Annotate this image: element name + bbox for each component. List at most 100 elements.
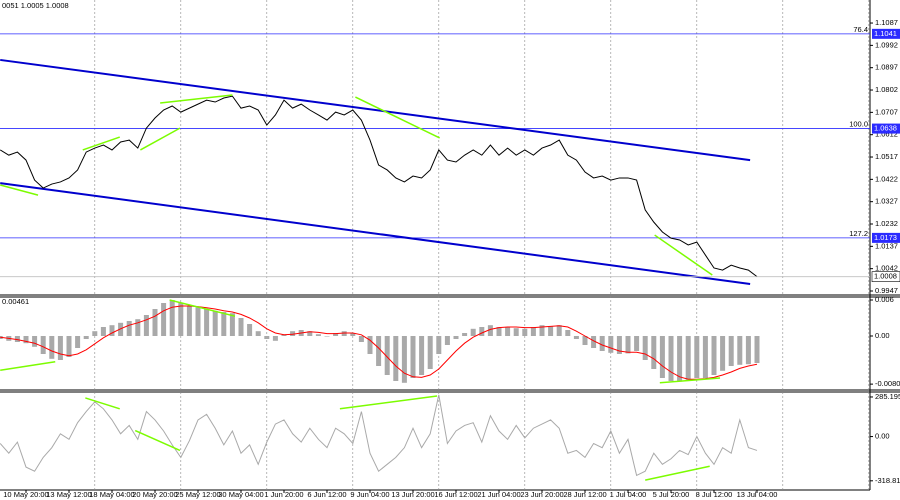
histogram-bar [530,327,536,336]
histogram-bar [702,336,708,378]
histogram-bar [522,328,528,336]
histogram-bar [358,336,364,342]
current-price-box [871,271,900,282]
histogram-bar [754,336,760,363]
histogram-bar [711,336,717,375]
histogram-bar [100,327,106,336]
histogram-bar [40,336,46,354]
histogram-bar [462,333,468,336]
trend-line [654,234,713,276]
histogram-bar [728,336,734,366]
x-tick-label: 9 Jun 04:00 [350,490,389,499]
histogram-bar [582,336,588,345]
histogram-bar [32,336,38,347]
x-tick-label: 25 May 12:00 [175,490,220,499]
histogram-bar [668,336,674,381]
histogram-bar [281,334,287,336]
histogram-bar [255,331,261,336]
histogram-bar [23,336,29,344]
histogram-bar [143,315,149,336]
histogram-bar [212,310,218,336]
histogram-bar [565,330,571,336]
histogram-bar [118,322,124,336]
histogram-bar [272,336,278,341]
histogram-bar [75,336,81,348]
histogram-bar [720,336,726,371]
y-tick-label: 285.1954 [875,392,900,401]
histogram-bar [599,336,605,351]
series-line [0,394,758,477]
y-tick-label: 0.006 [875,295,894,304]
histogram-bar [221,312,227,336]
y-tick-label: 0.00 [875,331,890,340]
trend-line [82,136,120,151]
histogram-bar [152,309,158,336]
x-tick-label: 13 Jul 04:00 [737,490,778,499]
histogram-bar [238,318,244,336]
signal-line [0,305,758,380]
histogram-bar [513,328,519,336]
trend-line [0,184,39,196]
macd-header: 0.00461 [2,297,29,306]
x-tick-label: 18 May 04:00 [89,490,134,499]
histogram-bar [479,327,485,336]
histogram-bar [109,325,115,336]
histogram-bar [384,336,390,375]
level-price: 1.0638 [874,124,897,133]
x-tick-label: 10 May 20:00 [3,490,48,499]
histogram-bar [556,325,562,336]
histogram-bar [341,331,347,336]
histogram-bar [229,313,235,336]
level-name: 127.2 [849,229,868,238]
trend-line [355,96,440,139]
histogram-bar [616,336,622,354]
y-tick-label: 0.00 [875,432,890,441]
histogram-bar [195,307,201,336]
y-tick-label: -318.8116 [875,476,900,485]
y-tick-label: 1.0992 [875,40,898,49]
y-tick-label: 1.0517 [875,152,898,161]
x-tick-label: 28 Jun 12:00 [563,490,606,499]
series-line [0,95,758,278]
level-price-box [872,28,900,39]
histogram-bar [419,336,425,375]
y-tick-label: 1.0327 [875,197,898,206]
histogram-bar [83,336,89,339]
x-tick-label: 20 May 20:00 [132,490,177,499]
histogram-bar [92,331,98,336]
histogram-bar [57,336,63,360]
histogram-bar [745,336,751,365]
histogram-bar [264,336,270,339]
x-tick-label: 13 Jun 20:00 [391,490,434,499]
histogram-bar [135,319,141,336]
histogram-bar [410,336,416,378]
y-tick-label: 1.0422 [875,174,898,183]
histogram-bar [290,331,296,336]
y-tick-label: 1.0612 [875,130,898,139]
histogram-bar [401,336,407,383]
histogram-bar [496,327,502,336]
y-tick-label: 1.0137 [875,241,898,250]
histogram-bar [642,336,648,360]
trend-line [339,395,438,410]
y-tick-label: 1.0897 [875,63,898,72]
x-tick-label: 13 May 12:00 [46,490,91,499]
x-tick-label: 5 Jul 20:00 [653,490,690,499]
trend-line [85,397,120,410]
histogram-bar [436,336,442,354]
histogram-bar [548,326,554,336]
level-name: 76.4 [853,25,868,34]
trend-line [160,94,233,104]
level-price-box [872,123,900,134]
histogram-bar [178,303,184,336]
y-tick-label: 1.0802 [875,85,898,94]
x-tick-label: 8 Jul 12:00 [696,490,733,499]
histogram-bar [539,325,545,336]
trend-line [645,465,710,481]
trend-line [169,299,236,317]
histogram-bar [651,336,657,369]
x-tick-label: 21 Jun 04:00 [477,490,520,499]
histogram-bar [470,328,476,336]
